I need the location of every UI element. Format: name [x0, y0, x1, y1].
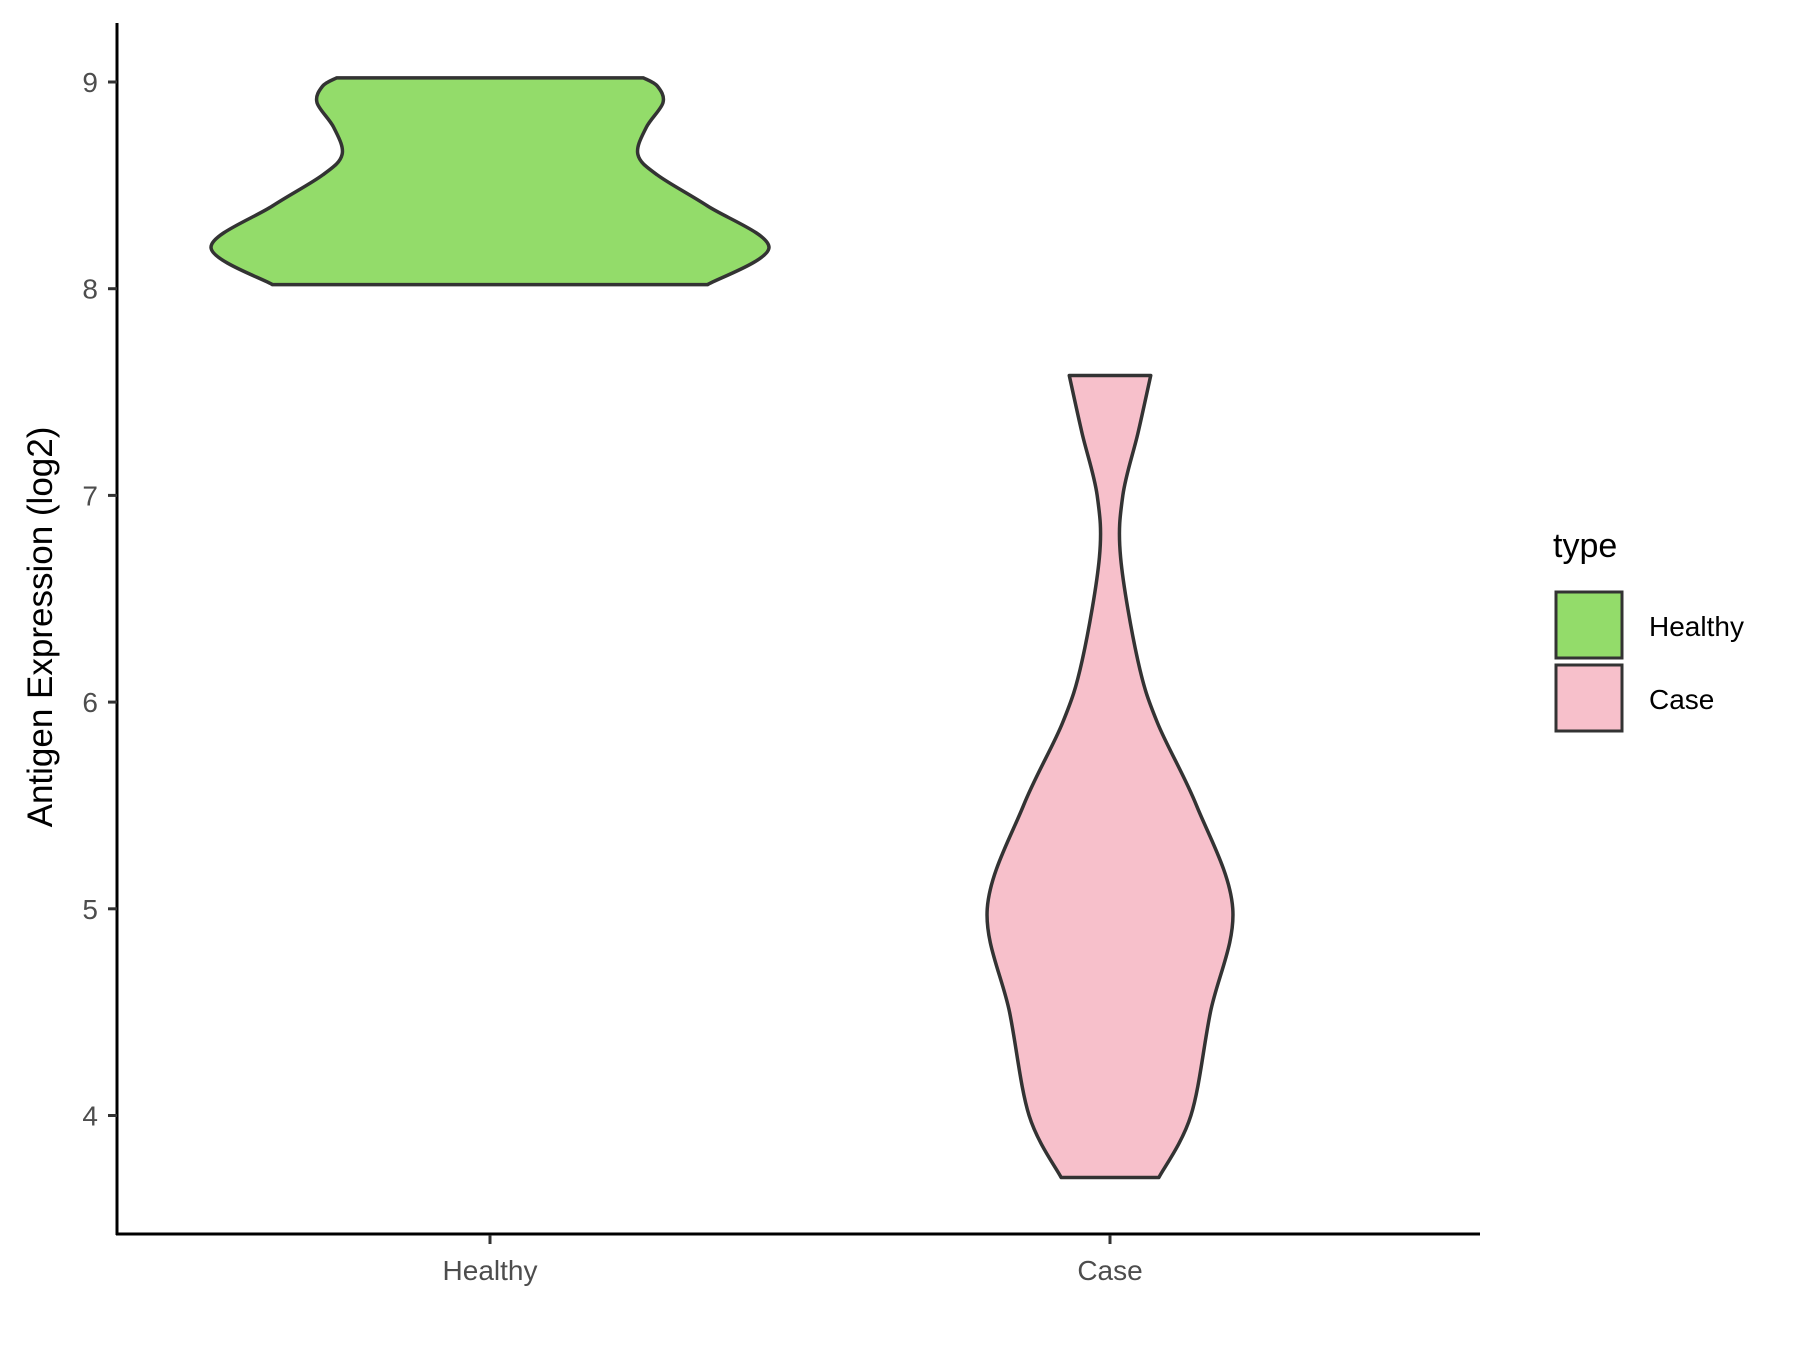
- y-tick-label: 4: [82, 1101, 98, 1132]
- y-tick-label: 5: [82, 894, 98, 925]
- y-tick-label: 6: [82, 687, 98, 718]
- legend: type Healthy Case: [1553, 527, 1744, 733]
- legend-title: type: [1553, 527, 1617, 565]
- legend-key-case: [1554, 663, 1624, 733]
- x-tick-label: Case: [1077, 1255, 1142, 1286]
- violin-case: [985, 373, 1235, 1180]
- y-axis-title: Antigen Expression (log2): [21, 427, 60, 828]
- legend-label-case: Case: [1649, 684, 1714, 715]
- legend-key-healthy: [1554, 590, 1624, 660]
- legend-label-healthy: Healthy: [1649, 611, 1744, 642]
- violin-healthy: [209, 76, 771, 287]
- y-tick-label: 8: [82, 274, 98, 305]
- x-tick-label: Healthy: [443, 1255, 538, 1286]
- y-tick-label: 9: [82, 67, 98, 98]
- y-tick-label: 7: [82, 480, 98, 511]
